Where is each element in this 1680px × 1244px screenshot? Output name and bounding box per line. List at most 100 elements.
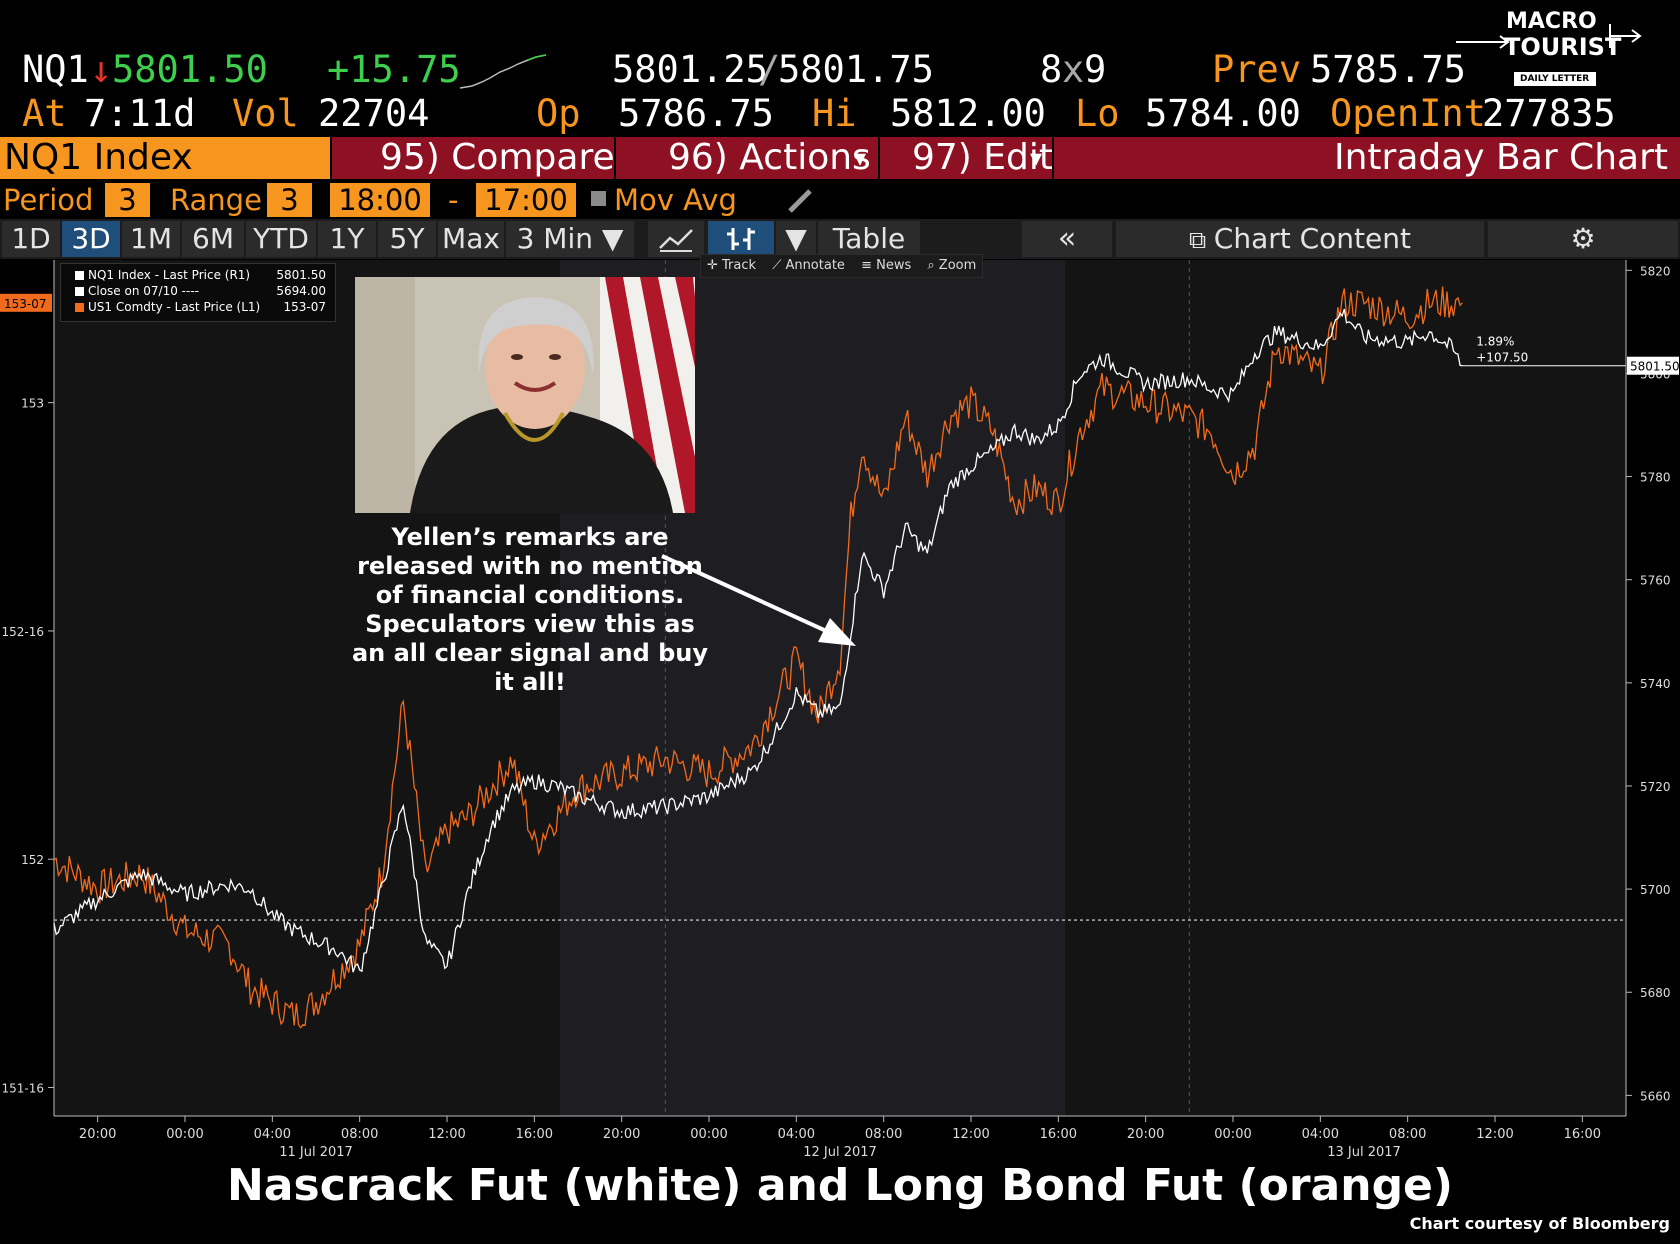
news-tool[interactable]: ≡ News: [861, 258, 912, 273]
zoom-tool[interactable]: ⌕ Zoom: [927, 258, 977, 273]
bid-price: 5801.25: [612, 48, 768, 91]
bar-chart-icon[interactable]: [708, 221, 774, 257]
security-field[interactable]: NQ1 Index: [0, 137, 330, 179]
track-tool[interactable]: ✛ Track: [707, 258, 757, 273]
right-tick-label: 5740: [1640, 677, 1671, 691]
legend-label: NQ1 Index - Last Price (R1): [88, 268, 251, 282]
range-1d-button[interactable]: 1D: [2, 221, 60, 257]
change-abs-label: +107.50: [1476, 351, 1528, 365]
legend-swatch: [75, 271, 84, 280]
range-3d-button[interactable]: 3D: [62, 221, 120, 257]
end-time-field[interactable]: 17:00: [476, 183, 576, 217]
x-tick-label: 04:00: [254, 1127, 291, 1142]
last-price: 5801.50: [112, 48, 268, 91]
compare-button[interactable]: 95) Compare: [380, 137, 615, 178]
pencil-icon[interactable]: [786, 185, 816, 215]
at-value: 7:11d: [84, 92, 196, 135]
ask-price: 5801.75: [778, 48, 934, 91]
chart-content-label: Chart Content: [1213, 222, 1411, 255]
chart-legend[interactable]: NQ1 Index - Last Price (R1) 5801.50 Close…: [60, 263, 336, 322]
x-tick-label: 08:00: [341, 1127, 378, 1142]
chart-content-button[interactable]: ⧉ Chart Content: [1116, 221, 1484, 257]
collapse-button[interactable]: «: [1022, 221, 1112, 257]
legend-value: 5694.00: [276, 284, 326, 298]
divider: [1052, 137, 1054, 179]
x-tick-label: 16:00: [516, 1127, 553, 1142]
chevron-down-icon[interactable]: ▾: [1030, 144, 1043, 172]
zoom-label: Zoom: [938, 258, 977, 273]
mov-avg-label: Mov Avg: [614, 183, 737, 217]
open-label: Op: [536, 92, 581, 135]
open-value: 5786.75: [618, 92, 774, 135]
high-label: Hi: [812, 92, 857, 135]
table-button[interactable]: Table: [818, 221, 920, 257]
range-max-button[interactable]: Max: [438, 221, 504, 257]
legend-item-bond: US1 Comdty - Last Price (L1) 153-07: [75, 299, 330, 315]
vol-value: 22704: [318, 92, 430, 135]
range-dash: -: [448, 183, 459, 217]
actions-button[interactable]: 96) Actions: [668, 137, 871, 178]
annotate-tool[interactable]: ⟋ Annotate: [772, 258, 845, 273]
range-label: Range: [170, 183, 262, 217]
grid-lines: [54, 260, 1626, 1116]
divider: [614, 137, 616, 179]
gear-icon[interactable]: ⚙: [1488, 221, 1678, 257]
sparkline-icon: [459, 54, 547, 89]
x-tick-label: 12:00: [952, 1127, 989, 1142]
chart-credit: Chart courtesy of Bloomberg: [1409, 1214, 1670, 1233]
right-tick-label: 5780: [1640, 471, 1671, 485]
x-tick-label: 00:00: [166, 1127, 203, 1142]
range-1y-button[interactable]: 1Y: [318, 221, 376, 257]
divider: [878, 137, 880, 179]
chevron-down-icon[interactable]: ▾: [854, 144, 867, 172]
mov-avg-checkbox[interactable]: [591, 191, 606, 206]
portrait-image: [355, 277, 695, 513]
chart-content-icon: ⧉: [1189, 226, 1214, 254]
chart-type-dropdown[interactable]: ▼: [776, 221, 816, 257]
right-tick-label: 5760: [1640, 574, 1671, 588]
left-tick-label: 152-16: [1, 625, 44, 639]
line-chart-icon[interactable]: [648, 221, 704, 257]
open-interest-value: 277835: [1482, 92, 1616, 135]
period-field[interactable]: 3: [105, 183, 150, 217]
start-time-field[interactable]: 18:00: [330, 183, 430, 217]
x-tick-label: 04:00: [778, 1127, 815, 1142]
legend-swatch: [75, 303, 84, 312]
left-tick-label: 152: [21, 853, 44, 867]
range-ytd-button[interactable]: YTD: [246, 221, 316, 257]
x-date-label: 11 Jul 2017: [279, 1145, 353, 1160]
nq-last-label: 5801.50: [1630, 360, 1680, 374]
edit-button[interactable]: 97) Edit: [912, 137, 1054, 178]
period-label: Period: [3, 183, 94, 217]
news-label: News: [876, 258, 912, 273]
range-1m-button[interactable]: 1M: [122, 221, 180, 257]
chart-settings-row: Period 3 Range 3 18:00 - 17:00 Mov Avg: [0, 181, 900, 219]
range-5y-button[interactable]: 5Y: [378, 221, 436, 257]
annotation-text: Yellen’s remarks are released with no me…: [351, 523, 709, 696]
macro-tourist-logo: MACRO TOURIST DAILY LETTER: [1448, 10, 1648, 90]
divider: [330, 137, 332, 179]
prev-value: 5785.75: [1310, 48, 1466, 91]
interval-dropdown[interactable]: 3 Min ▼: [506, 221, 634, 257]
track-label: Track: [722, 258, 757, 273]
range-field[interactable]: 3: [267, 183, 312, 217]
legend-item-close: Close on 07/10 ---- 5694.00: [75, 283, 330, 299]
right-tick-label: 5660: [1640, 1089, 1671, 1103]
range-6m-button[interactable]: 6M: [182, 221, 244, 257]
logo-line-3: DAILY LETTER: [1520, 74, 1590, 84]
function-bar: NQ1 Index 95) Compare 96) Actions ▾ 97) …: [0, 137, 1680, 179]
axes: [48, 260, 1632, 1122]
size-separator: x: [1062, 48, 1085, 91]
figure-caption: Nascrack Fut (white) and Long Bond Fut (…: [226, 1160, 1454, 1211]
prev-label: Prev: [1212, 48, 1302, 91]
bond-last-label: 153-07: [4, 297, 47, 311]
legend-label: Close on 07/10 ----: [88, 284, 199, 298]
x-tick-label: 00:00: [690, 1127, 727, 1142]
logo-arrows-icon: [1456, 24, 1642, 86]
right-tick-label: 5720: [1640, 780, 1671, 794]
left-tick-label: 153: [21, 397, 44, 411]
bond-series-line: [53, 286, 1463, 1029]
right-tick-label: 5680: [1640, 986, 1671, 1000]
nq-series-line: [53, 308, 1463, 973]
